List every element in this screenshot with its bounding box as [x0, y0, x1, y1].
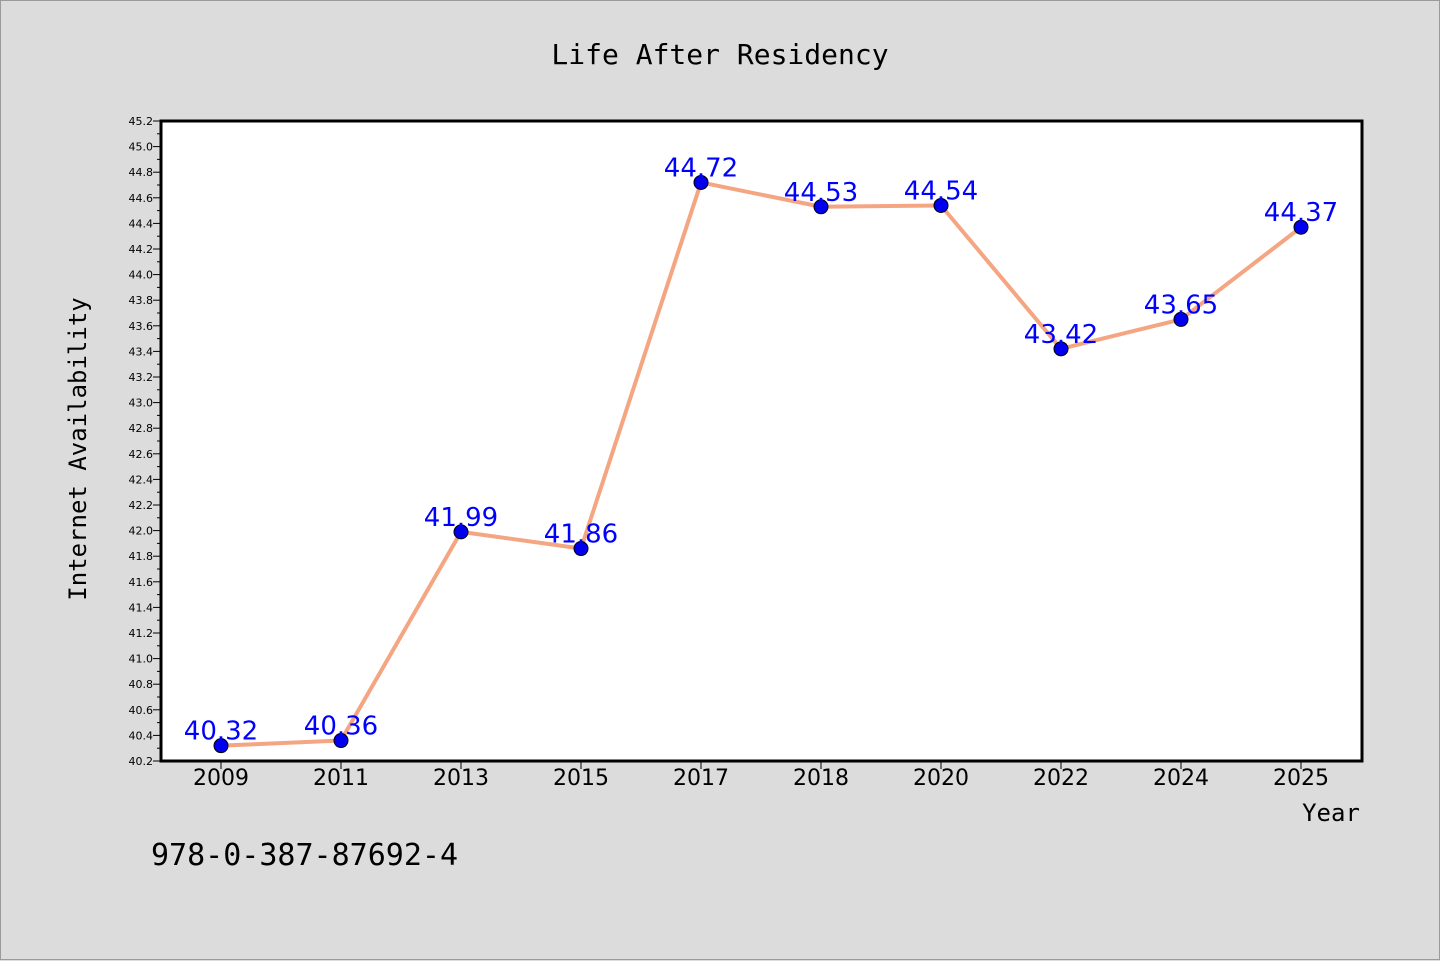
y-axis-ticks: 40.2 40.4 40.6 40.8 41.0 41.2 41.4 41.6 41.8 42.0… — [129, 115, 161, 768]
y-tick-label: 43.4 — [129, 345, 154, 358]
data-label: 41.86 — [544, 520, 618, 550]
data-point — [573, 541, 589, 557]
data-point — [213, 738, 229, 754]
y-tick-label: 41.4 — [129, 601, 154, 614]
y-tick-label: 44.0 — [129, 269, 154, 282]
y-tick-label: 43.8 — [129, 294, 154, 307]
x-tick-label: 2015 — [553, 766, 609, 791]
data-label: 43.65 — [1144, 290, 1218, 320]
y-tick-label: 40.6 — [129, 704, 154, 717]
data-point — [1173, 311, 1189, 327]
y-tick-label: 42.6 — [129, 448, 154, 461]
y-tick-label: 43.2 — [129, 371, 154, 384]
y-tick-label: 45.2 — [129, 115, 154, 128]
x-axis-label: Year — [1302, 799, 1360, 827]
x-axis-ticks: 2009 2011 2013 2015 2017 2018 2020 2022 2024 2025 — [193, 761, 1329, 791]
data-label: 43.42 — [1024, 320, 1098, 350]
series-markers — [213, 174, 1309, 754]
x-tick-label: 2011 — [313, 766, 369, 791]
y-tick-label: 44.8 — [129, 166, 154, 179]
y-tick-label: 41.2 — [129, 627, 154, 640]
x-tick-label: 2013 — [433, 766, 489, 791]
plot-frame — [159, 119, 1364, 763]
y-tick-label: 40.4 — [129, 729, 154, 742]
data-label: 41.99 — [424, 503, 498, 533]
y-tick-label: 44.2 — [129, 243, 154, 256]
isbn-text: 978-0-387-87692-4 — [151, 838, 458, 873]
data-point — [933, 197, 949, 213]
y-axis-label: Internet Availability — [64, 297, 92, 600]
y-tick-label: 42.8 — [129, 422, 154, 435]
y-tick-label: 41.6 — [129, 576, 154, 589]
data-point — [453, 524, 469, 540]
data-point — [813, 199, 829, 215]
y-tick-label: 40.8 — [129, 678, 154, 691]
y-tick-label: 41.0 — [129, 653, 154, 666]
y-tick-label: 41.8 — [129, 550, 154, 563]
y-tick-label: 40.2 — [129, 755, 154, 768]
x-tick-label: 2009 — [193, 766, 249, 791]
x-tick-label: 2018 — [793, 766, 849, 791]
data-label: 44.54 — [904, 176, 978, 206]
y-tick-label: 45.0 — [129, 141, 154, 154]
y-tick-label: 44.4 — [129, 217, 154, 230]
x-tick-label: 2025 — [1273, 766, 1329, 791]
series-line — [220, 180, 1303, 748]
data-label: 40.36 — [304, 712, 378, 742]
y-tick-label: 43.6 — [129, 320, 154, 333]
data-label: 40.32 — [184, 717, 258, 747]
data-label: 44.37 — [1264, 198, 1338, 228]
data-labels: 40.32 40.36 41.99 41.86 44.72 44.53 44.54 43.42… — [184, 153, 1338, 746]
y-tick-label: 42.0 — [129, 525, 154, 538]
y-tick-label: 43.0 — [129, 397, 154, 410]
data-point — [1293, 219, 1309, 235]
x-tick-label: 2020 — [913, 766, 969, 791]
data-point — [333, 733, 349, 749]
y-tick-label: 42.2 — [129, 499, 154, 512]
plot-area — [161, 121, 1362, 761]
x-tick-label: 2024 — [1153, 766, 1209, 791]
chart-title: Life After Residency — [551, 38, 888, 71]
data-label: 44.72 — [664, 153, 738, 183]
data-point — [1053, 341, 1069, 357]
y-tick-label: 44.6 — [129, 192, 154, 205]
data-label: 44.53 — [784, 178, 858, 208]
data-point — [693, 174, 709, 190]
y-tick-label: 42.4 — [129, 473, 154, 486]
x-tick-label: 2022 — [1033, 766, 1089, 791]
x-tick-label: 2017 — [673, 766, 729, 791]
